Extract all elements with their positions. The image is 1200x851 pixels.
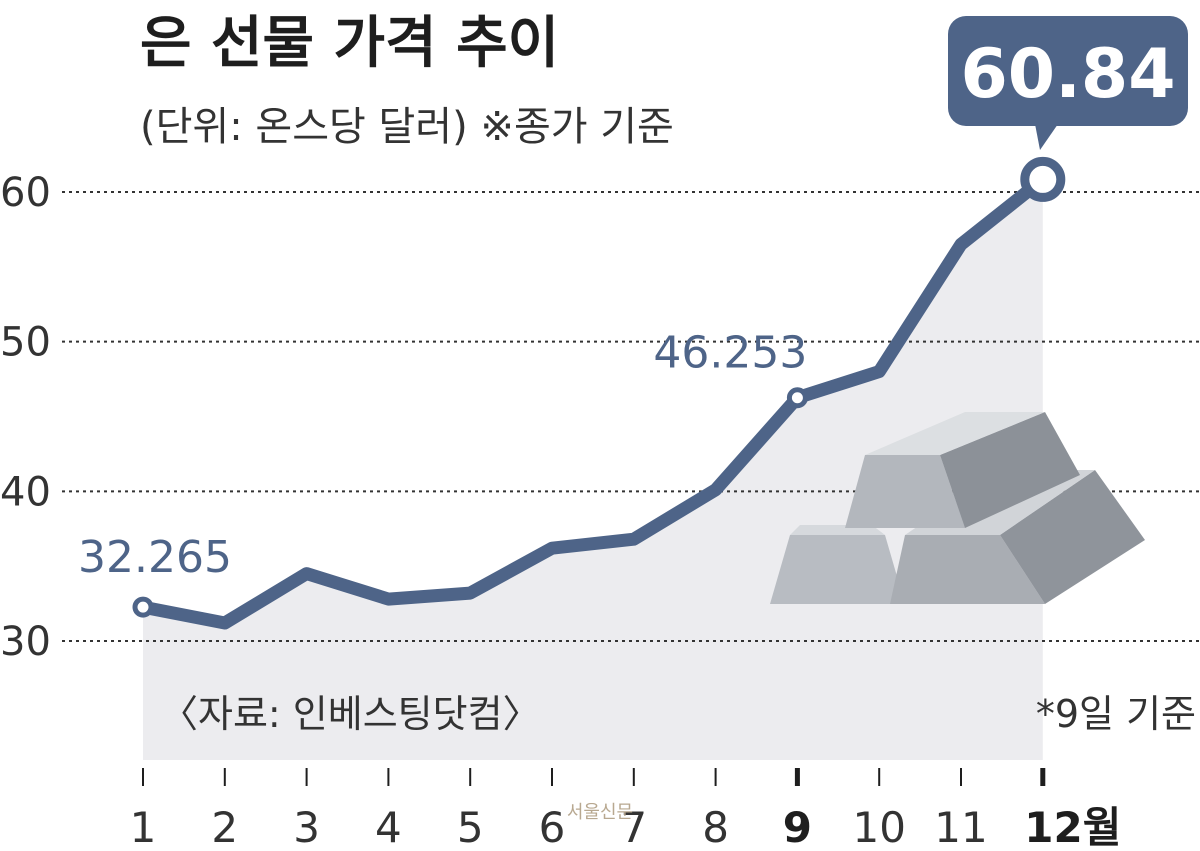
bar-top-front [845,455,965,528]
x-tick-label: 4 [375,803,402,851]
bar-bottom-left-top [770,535,905,604]
bar-bottom-right-side [1000,470,1145,604]
x-tick-label: 5 [457,803,484,851]
x-tick-label: 10 [852,803,905,851]
page-subtitle: (단위: 온스당 달러) ※종가 기준 [140,104,674,150]
grid-lines [62,191,1200,642]
x-tick-label: 8 [702,803,729,851]
data-point-marker [132,596,154,618]
data-label: 46.253 [653,328,807,379]
x-tick-label: 1 [130,803,157,851]
series-line [136,172,1050,630]
bar-top-side [940,412,1080,528]
watermark: 서울신문 [567,802,633,823]
data-labels: 32.265 46.253 [78,328,807,583]
data-label: 32.265 [78,532,232,583]
callout-pointer [1035,124,1058,150]
x-tick-label: 12월 [1024,803,1121,851]
y-tick-label: 50 [0,320,51,366]
y-axis: 30 40 50 60 [0,170,51,665]
x-tick-label: 11 [934,803,987,851]
y-tick-label: 40 [0,469,51,515]
bar-bottom-right-front [890,535,1045,604]
footnote: *9일 기준 [1036,692,1196,736]
data-points [132,156,1066,618]
x-tick-label: 9 [783,803,812,851]
data-point-marker [1020,156,1066,202]
data-point-marker [786,387,808,409]
silver-bars-illustration [770,412,1145,604]
x-tick-label: 7 [620,803,647,851]
x-tick-label: 3 [293,803,320,851]
callout-box [948,16,1188,126]
page-title: 은 선물 가격 추이 [140,11,559,76]
area-fill [143,179,1043,760]
x-axis: 1 2 3 4 5 6 7 8 9 10 11 12월 [130,768,1121,851]
callout-value: 60.84 [960,35,1175,114]
x-tick-label: 6 [539,803,566,851]
bar-top-top [865,412,1045,455]
x-tick-label: 2 [211,803,238,851]
source-note: 〈자료: 인베스팅닷컴〉 [160,692,541,736]
y-tick-label: 30 [0,619,51,665]
latest-value-callout: 60.84 [948,16,1188,150]
y-tick-label: 60 [0,170,51,216]
